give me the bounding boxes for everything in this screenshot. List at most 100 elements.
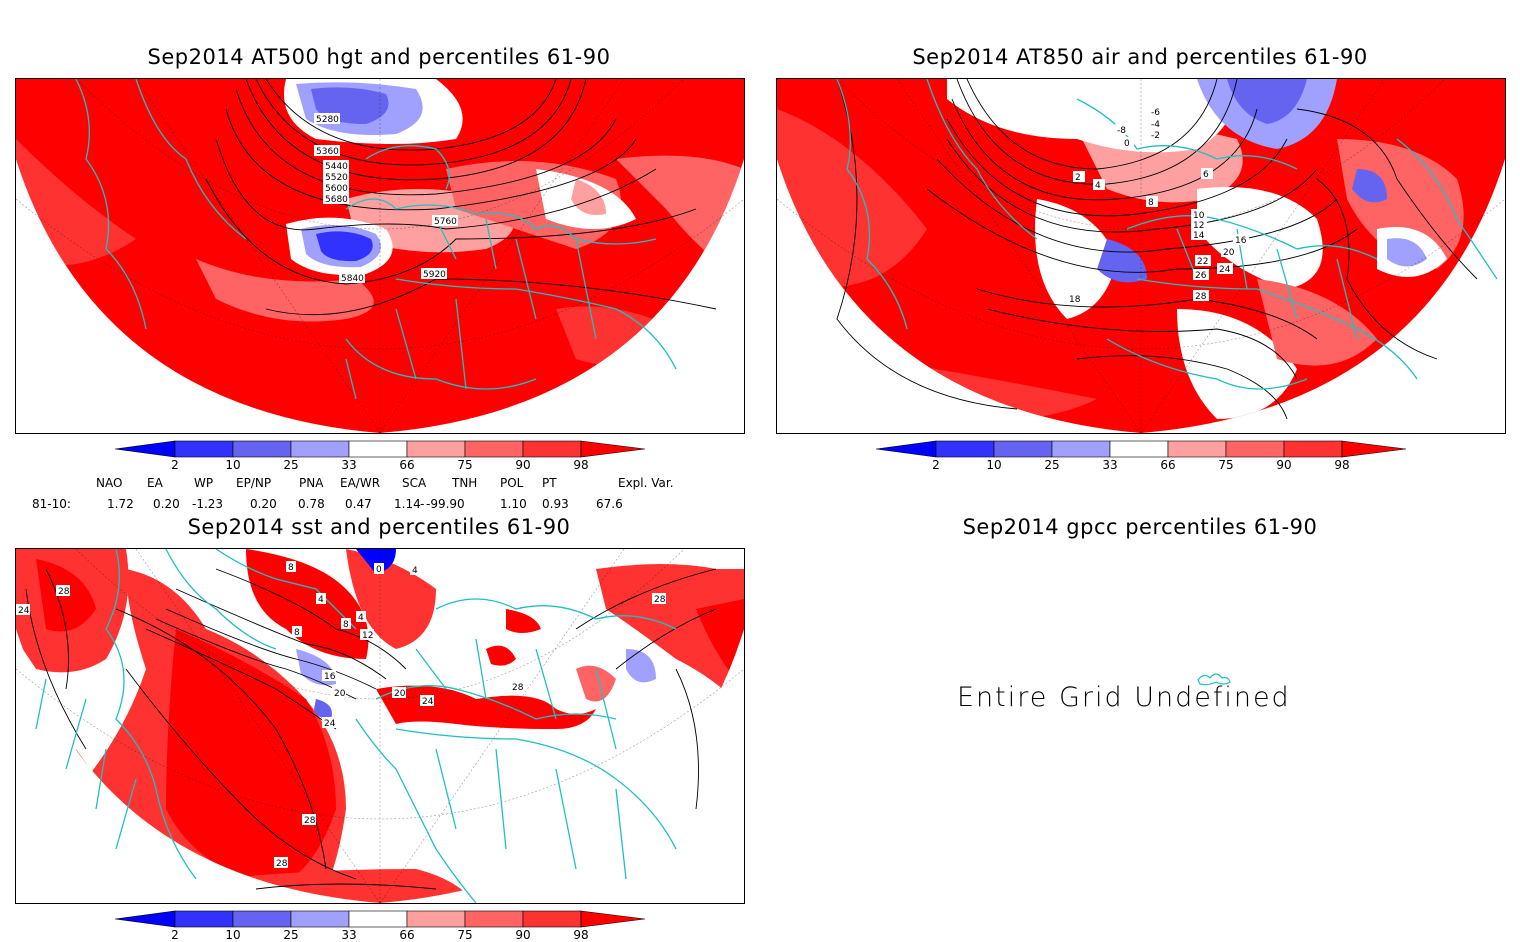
tele-header: TNH [452,476,478,490]
contour-label: 5360 [316,147,339,157]
contour-label: 28 [276,859,288,869]
colorbar-tick-label: 2 [171,928,179,942]
tele-value: 0.20 [250,497,277,511]
tele-row-label: 81-10: [32,497,71,511]
contour-label: 5760 [434,217,457,227]
contour-label: -4 [1151,120,1160,130]
colorbar-tick-label: 2 [171,458,179,472]
tele-value: 67.6 [596,497,623,511]
contour-label: 20 [334,689,346,699]
contour-label: 6 [1203,170,1209,180]
colorbar-swatch [464,440,524,458]
colorbar-swatch [522,910,582,928]
colorbar-tick-label: 33 [1102,458,1118,472]
colorbar-swatch [114,440,176,458]
colorbar-swatch [290,910,350,928]
tele-header: EA [147,476,163,490]
contour-label: 12 [1193,221,1204,231]
contour-label: 22 [1197,257,1208,267]
contour-label: 0 [1124,139,1130,149]
contour-label: 4 [412,566,418,576]
colorbar-swatches [114,440,646,458]
contour-label: -6 [1151,108,1160,118]
contour-label: 28 [1195,292,1207,302]
colorbar-swatch [580,440,646,458]
tele-header: NAO [96,476,123,490]
contour-label: -2 [1151,131,1160,141]
colorbar-tick-label: 90 [515,458,531,472]
contour-label: 26 [1195,271,1207,281]
colorbar-swatch [1225,440,1285,458]
colorbar-tick-label: 90 [515,928,531,942]
contour-label: 28 [654,595,666,605]
colorbar-swatch [580,910,646,928]
colorbar-swatch [464,910,524,928]
contour-label: 2 [1075,173,1081,183]
colorbar-swatch [348,440,408,458]
colorbar-swatch [1167,440,1227,458]
contour-label: 8 [288,563,294,573]
air-panel-title: Sep2014 AT850 air and percentiles 61-90 [912,45,1368,69]
tele-header: WP [194,476,214,490]
colorbar-tick-label: 10 [225,458,241,472]
contour-label: 4 [358,613,364,623]
contour-label: 16 [1235,236,1247,246]
colorbar-swatch [935,440,995,458]
contour-label: 12 [362,631,373,641]
tele-header: PNA [299,476,324,490]
contour-label: 5440 [325,162,348,172]
tele-header: PT [542,476,557,490]
colorbar-swatch [406,910,466,928]
tele-header: SCA [402,476,427,490]
contour-label: 24 [1219,265,1231,275]
tele-header: Expl. Var. [618,476,674,490]
tele-header: EP/NP [236,476,272,490]
colorbar-tick-label: 98 [573,458,589,472]
colorbar-swatch [1109,440,1169,458]
colorbar-tick-label: 66 [399,458,415,472]
tele-value: 1.72 [107,497,134,511]
gpcc-stray-mark [1197,673,1231,686]
contour-label: 28 [512,683,524,693]
air-map-panel: -8 -6 -4 -2 0 2 4 6 8 10 12 14 16 18 20 … [776,78,1506,434]
colorbar-tick-label: 33 [341,458,357,472]
tele-value-sca-tnh: - [420,497,425,511]
air-map: -8 -6 -4 -2 0 2 4 6 8 10 12 14 16 18 20 … [777,79,1505,433]
colorbar-tick-label: 98 [1334,458,1350,472]
contour-label: 14 [1193,231,1205,241]
sst-map: 24 28 8 4 8 4 12 8 0 4 16 20 20 24 24 28… [16,549,744,903]
contour-label: 24 [422,697,434,707]
contour-label: 28 [304,816,316,826]
colorbar-swatch [875,440,937,458]
contour-label: 5680 [325,195,348,205]
contour-label: 4 [1095,181,1101,191]
colorbar-tick-label: 25 [283,458,299,472]
contour-label: 5600 [325,184,348,194]
colorbar-tick-label: 10 [986,458,1002,472]
tele-value: 0.93 [542,497,569,511]
colorbar-swatch [114,910,176,928]
tele-value: 0.20 [153,497,180,511]
sst-panel-title: Sep2014 sst and percentiles 61-90 [187,515,571,539]
colorbar-swatch [1283,440,1343,458]
sst-colorbar: 2 10 25 33 66 75 90 98 [114,910,646,942]
colorbar-tick-label: 75 [457,458,473,472]
colorbar-tick-label: 66 [399,928,415,942]
contour-label: 5520 [325,173,348,183]
tele-value: -1.23 [192,497,224,511]
contour-label: 18 [1069,295,1081,305]
colorbar-tick-label: 25 [1044,458,1060,472]
colorbar-swatch [174,440,234,458]
colorbar-swatch [522,440,582,458]
contour-label: 4 [318,595,324,605]
sst-map-panel: 24 28 8 4 8 4 12 8 0 4 16 20 20 24 24 28… [15,548,745,904]
hgt-map: 5280 5360 5440 5520 5600 5680 5760 5840 … [16,79,744,433]
colorbar-tick-label: 75 [1218,458,1234,472]
contour-label: 5840 [341,274,364,284]
air-colorbar: 2 10 25 33 66 75 90 98 [875,440,1407,476]
tele-value: 0.47 [345,497,372,511]
contour-label: 20 [1223,248,1235,258]
colorbar-swatch [406,440,466,458]
colorbar-tick-label: 66 [1160,458,1176,472]
colorbar-tick-label: 98 [573,928,589,942]
